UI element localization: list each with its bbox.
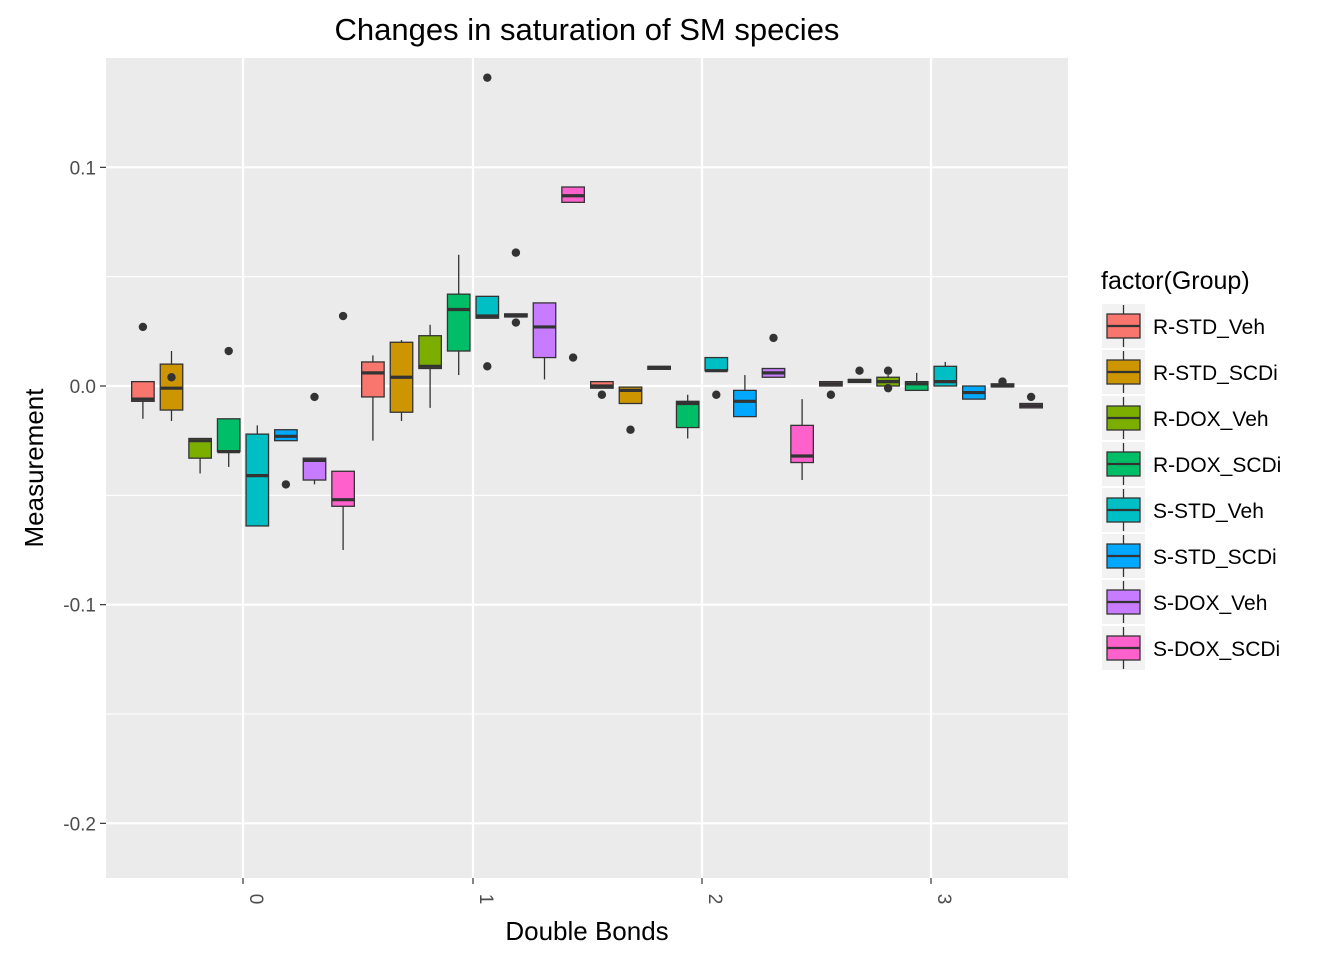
legend-label: S-STD_SCDi <box>1153 546 1277 569</box>
grid-lines <box>106 58 1068 878</box>
box <box>245 433 270 527</box>
legend-entry: R-STD_Veh <box>1102 304 1265 348</box>
outlier-point <box>769 333 778 343</box>
outlier-point <box>511 318 521 327</box>
outlier-point <box>338 311 348 321</box>
legend-entry: R-STD_SCDi <box>1102 350 1278 394</box>
outlier-point <box>626 425 635 434</box>
box <box>130 380 155 402</box>
box <box>360 361 385 398</box>
box <box>675 400 700 429</box>
legend-label: S-STD_Veh <box>1153 500 1264 523</box>
box <box>418 335 443 370</box>
box <box>302 457 327 481</box>
outlier-point <box>597 390 607 399</box>
outlier-point <box>511 248 521 257</box>
legend-entry: S-DOX_Veh <box>1102 580 1267 624</box>
outlier-point <box>1026 392 1036 402</box>
legend-label: R-STD_Veh <box>1153 316 1265 339</box>
legend-title: factor(Group) <box>1101 267 1250 295</box>
outlier-point <box>281 480 291 489</box>
legend-entry: S-STD_SCDi <box>1102 534 1277 578</box>
legend-label: R-STD_SCDi <box>1153 362 1278 385</box>
box <box>904 380 929 392</box>
x-tick-label: 3 <box>933 894 954 905</box>
box <box>446 293 471 352</box>
outlier-point <box>998 377 1007 386</box>
outlier-point <box>568 353 578 362</box>
legend-label: R-DOX_SCDi <box>1153 454 1281 477</box>
box-layer <box>130 73 1043 550</box>
outlier-point <box>855 366 864 375</box>
legend-label: S-DOX_Veh <box>1153 592 1267 615</box>
series-S-DOX_SCDi <box>331 186 1043 550</box>
outlier-point <box>483 73 492 82</box>
legend-entry: S-STD_Veh <box>1102 488 1264 532</box>
legend-entry: R-DOX_SCDi <box>1102 442 1281 486</box>
x-axis-ticks: 0 1 2 3 <box>242 878 954 905</box>
box <box>532 302 557 359</box>
y-axis-title: Measurement <box>19 388 49 548</box>
box <box>475 295 500 319</box>
outlier-point <box>826 390 836 399</box>
series-S-STD_SCDi <box>273 248 986 489</box>
outlier-point <box>883 383 893 393</box>
box <box>733 389 757 418</box>
y-tick-label: 0.1 <box>70 158 96 179</box>
outlier-point <box>310 392 319 402</box>
series-R-DOX_SCDi <box>216 254 929 467</box>
y-tick-label: -0.1 <box>63 596 96 617</box>
series-R-DOX_Veh <box>188 324 900 474</box>
x-tick-label: 0 <box>245 894 266 905</box>
series-S-DOX_Veh <box>302 302 1015 485</box>
x-tick-label: 1 <box>475 894 496 905</box>
outlier-point <box>167 373 176 382</box>
chart-title: Changes in saturation of SM species <box>335 12 840 47</box>
outlier-point <box>138 322 148 332</box>
series-R-STD_SCDi <box>159 340 872 434</box>
outlier-point <box>224 346 233 356</box>
legend-entry: S-DOX_SCDi <box>1102 626 1280 670</box>
legend-entry: R-DOX_Veh <box>1102 396 1269 440</box>
y-axis-ticks: 0.1 0.0 -0.1 -0.2 <box>63 158 106 835</box>
series-R-STD_Veh <box>130 322 843 441</box>
box <box>790 424 814 464</box>
outlier-point <box>883 366 893 375</box>
y-tick-label: -0.2 <box>63 814 96 835</box>
x-axis-title: Double Bonds <box>505 916 668 946</box>
y-tick-label: 0.0 <box>70 377 96 398</box>
legend-label: S-DOX_SCDi <box>1153 638 1280 661</box>
box <box>331 470 356 507</box>
box <box>188 437 213 459</box>
x-tick-label: 2 <box>704 894 725 905</box>
outlier-point <box>712 390 721 399</box>
legend: factor(Group) R-STD_Veh R-STD_SCDi R-DOX_V… <box>1101 267 1281 670</box>
legend-label: R-DOX_Veh <box>1153 408 1269 431</box>
series-S-STD_Veh <box>245 73 958 527</box>
outlier-point <box>483 362 492 371</box>
box <box>704 356 729 372</box>
box <box>216 418 241 453</box>
